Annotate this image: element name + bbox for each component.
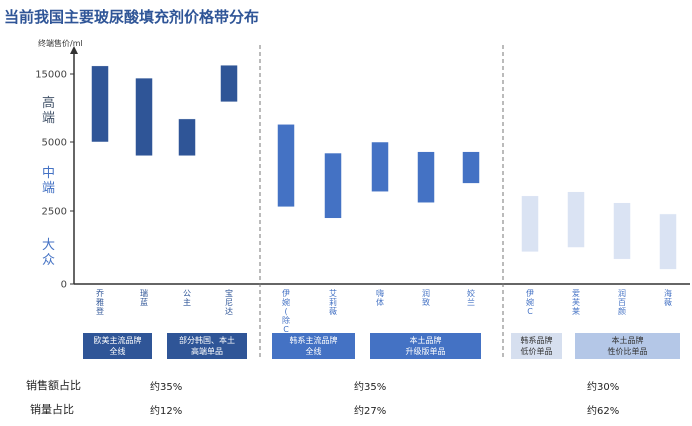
y-axis-arrow — [70, 46, 78, 54]
sales-share-value: 约30% — [587, 382, 620, 393]
brand-label: 润致 — [422, 288, 430, 307]
price-band-bar — [324, 152, 342, 219]
volume-share-value: 约12% — [150, 406, 183, 417]
price-band-bar — [178, 118, 196, 157]
segment-label: 本土品牌 升级版单品 — [405, 336, 446, 356]
tier-label-mass: 大众 — [42, 238, 56, 268]
price-band-bar — [462, 151, 480, 184]
tier-label-high: 高端 — [42, 96, 56, 126]
volume-share-value: 约62% — [587, 406, 620, 417]
y-tick-label: 0 — [61, 280, 67, 291]
brand-label: 润百颜 — [618, 288, 626, 316]
segment-label-box: 韩系主流品牌 全线 — [272, 333, 355, 359]
price-band-bar — [521, 195, 539, 253]
volume-share-label: 销量占比 — [30, 403, 74, 416]
brand-label: 海薇 — [664, 288, 672, 307]
segment-label-box: 部分韩国、本土 高端单品 — [167, 333, 247, 359]
brand-label: 宝尼达 — [225, 288, 233, 316]
price-band-bar — [567, 191, 585, 248]
brand-label: 爱芙莱 — [572, 289, 580, 316]
segment-label-box: 韩系品牌 低价单品 — [511, 333, 562, 359]
price-band-bar — [91, 65, 109, 143]
segment-label-box: 本土品牌 升级版单品 — [370, 333, 481, 359]
y-tick-label: 5000 — [42, 138, 67, 149]
segment-label: 韩系主流品牌 全线 — [289, 336, 338, 356]
price-band-bar — [659, 213, 677, 270]
sales-share-label: 销售额占比 — [26, 379, 81, 392]
price-band-bar — [417, 151, 435, 203]
price-band-bar — [220, 64, 238, 103]
price-band-bar — [613, 202, 631, 260]
y-tick-label: 15000 — [35, 70, 67, 81]
brand-label: 伊婉 C — [526, 288, 534, 316]
sales-share-value: 约35% — [354, 382, 387, 393]
brand-label: 艾莉薇 — [329, 289, 337, 316]
price-band-bar — [135, 77, 153, 157]
segment-label: 欧美主流品牌 全线 — [93, 336, 142, 356]
segment-label: 部分韩国、本土 高端单品 — [179, 336, 235, 356]
brand-label: 乔雅登 — [96, 288, 104, 316]
volume-share-value: 约27% — [354, 406, 387, 417]
y-tick-label: 2500 — [42, 207, 67, 218]
brand-label: 嗨体 — [376, 288, 384, 307]
tier-label-mid: 中端 — [42, 166, 56, 196]
segment-label-box: 本土品牌 性价比单品 — [575, 333, 680, 359]
brand-label: 公主 — [183, 289, 191, 307]
segment-label: 本土品牌 性价比单品 — [607, 336, 648, 356]
chart-title: 当前我国主要玻尿酸填充剂价格带分布 — [4, 8, 260, 26]
y-axis-label: 终端售价/ml — [38, 38, 83, 48]
price-band-bar — [371, 141, 389, 192]
sales-share-value: 约35% — [150, 382, 183, 393]
price-band-bar — [277, 124, 295, 208]
brand-label: 瑞蓝 — [140, 288, 148, 307]
brand-label: 姣兰 — [467, 288, 475, 307]
segment-label: 韩系品牌 低价单品 — [520, 336, 553, 356]
segment-label-box: 欧美主流品牌 全线 — [83, 333, 152, 359]
